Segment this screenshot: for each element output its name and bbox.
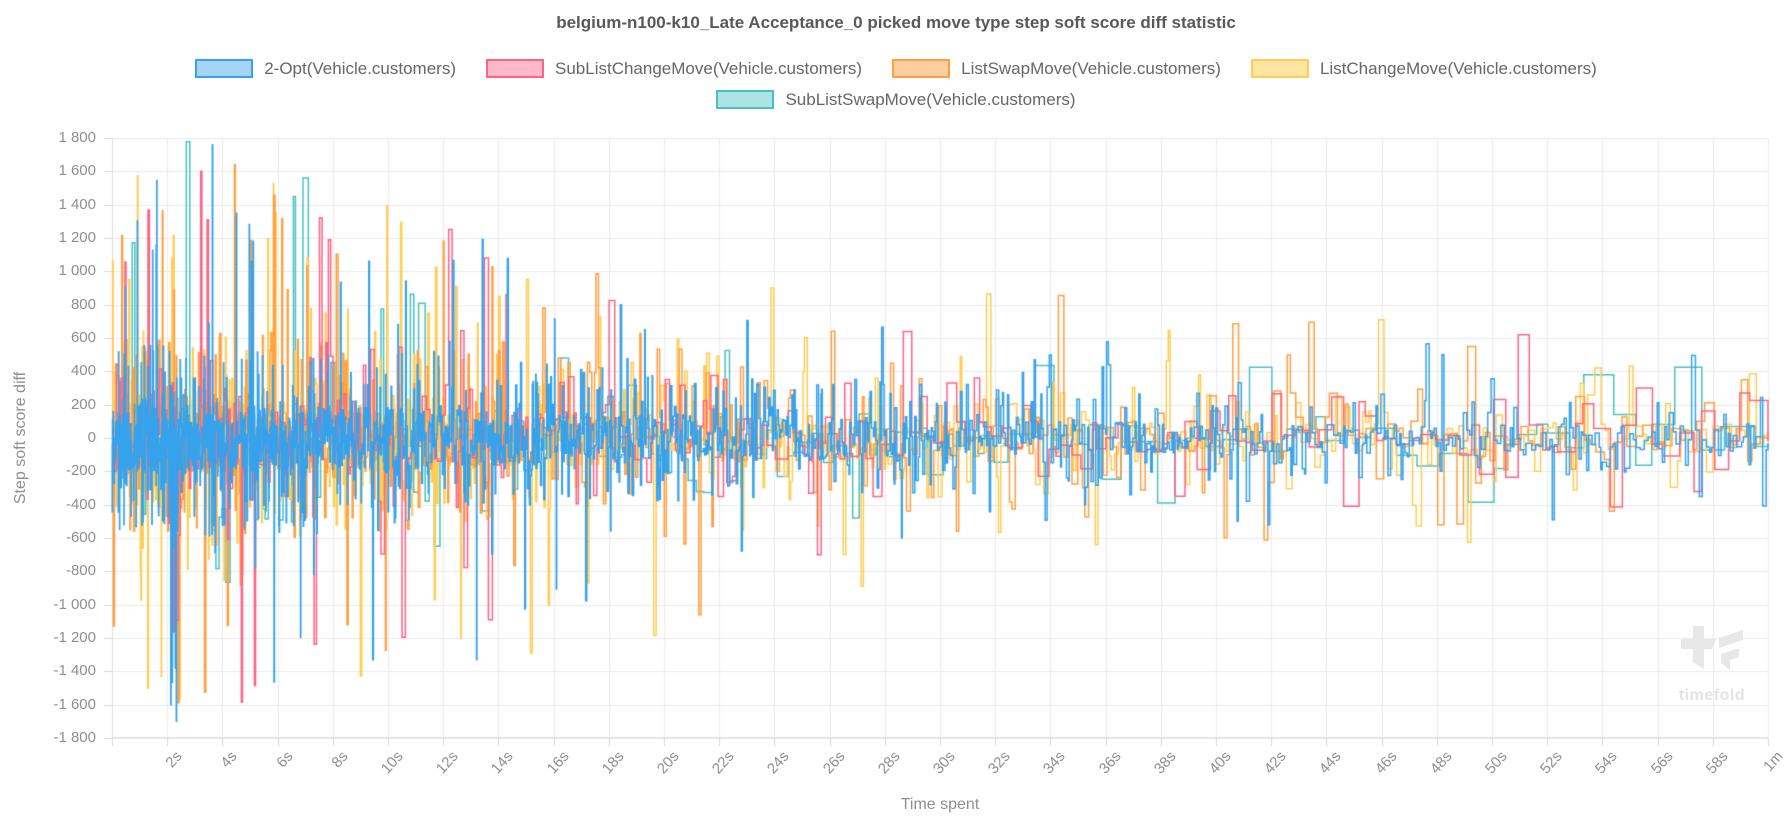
x-tick-label: 46s (1371, 748, 1401, 778)
x-tick-label: 52s (1537, 748, 1566, 778)
y-tick-label: 200 (70, 395, 96, 413)
y-tick-label: 0 (87, 429, 96, 446)
legend-item-sublistchangemove[interactable]: SubListChangeMove(Vehicle.customers) (486, 59, 862, 79)
legend-label: 2-Opt(Vehicle.customers) (264, 58, 456, 78)
y-tick-label: -400 (65, 495, 96, 513)
legend: 2-Opt(Vehicle.customers) SubListChangeMov… (0, 53, 1792, 115)
x-tick-label: 18s (598, 748, 628, 778)
x-tick-label: 44s (1316, 748, 1346, 778)
x-tick-label: 40s (1205, 748, 1235, 778)
x-tick-label: 20s (653, 748, 683, 778)
legend-item-listchangemove[interactable]: ListChangeMove(Vehicle.customers) (1250, 58, 1597, 79)
chart-title: belgium-n100-k10_Late Acceptance_0 picke… (556, 13, 1236, 32)
x-tick-label: 42s (1261, 748, 1290, 778)
x-tick-label: 50s (1481, 748, 1511, 778)
x-tick-label: 58s (1702, 748, 1732, 778)
x-tick-label: 10s (377, 748, 407, 778)
x-tick-label: 12s (433, 748, 462, 778)
y-tick-label: 800 (70, 295, 96, 313)
y-tick-label: -1 400 (53, 662, 96, 680)
y-tick-label: -600 (65, 529, 96, 546)
y-tick-label: -1 600 (53, 695, 96, 713)
y-tick-label: -1 200 (53, 629, 96, 646)
y-tick-label: 1 800 (58, 129, 96, 146)
x-axis-title: Time spent (900, 796, 980, 813)
x-tick-label: 26s (819, 748, 849, 778)
legend-item-2-opt[interactable]: 2-Opt(Vehicle.customers) (195, 59, 456, 79)
y-tick-label: 1 000 (58, 262, 96, 280)
legend-swatch (195, 59, 254, 78)
legend-label: SubListSwapMove(Vehicle.customers) (785, 89, 1076, 109)
x-tick-label: 34s (1040, 748, 1070, 778)
y-tick-label: 1 200 (58, 229, 96, 246)
y-tick-label: -200 (65, 462, 96, 480)
y-tick-label: 600 (70, 329, 96, 346)
x-tick-label: 14s (488, 748, 518, 778)
y-tick-label: -800 (65, 562, 96, 580)
legend-row-1: 2-Opt(Vehicle.customers) SubListChangeMov… (0, 53, 1792, 84)
x-tick-label: 54s (1592, 748, 1622, 778)
y-tick-label: -1 000 (53, 595, 96, 613)
x-tick-label: 22s (709, 748, 738, 778)
legend-swatch (892, 59, 951, 78)
x-tick-label: 56s (1647, 748, 1677, 778)
y-tick-label: -1 800 (53, 729, 96, 746)
x-tick-label: 28s (874, 748, 904, 778)
x-tick-label: 32s (985, 748, 1014, 778)
legend-label: SubListChangeMove(Vehicle.customers) (555, 58, 863, 78)
legend-item-listswapmove[interactable]: ListSwapMove(Vehicle.customers) (892, 59, 1221, 79)
x-tick-label: 30s (929, 748, 959, 778)
x-tick-label: 38s (1150, 748, 1180, 778)
y-tick-label: 400 (70, 362, 96, 380)
y-tick-label: 1 400 (58, 195, 96, 213)
legend-row-2: SubListSwapMove(Vehicle.customers) (0, 84, 1792, 115)
y-tick-label: 1 600 (58, 162, 96, 180)
x-tick-label: 36s (1095, 748, 1125, 778)
x-tick-label: 24s (764, 748, 794, 778)
legend-swatch (486, 59, 544, 78)
x-tick-label: 1m (1760, 748, 1787, 775)
x-tick-label: 48s (1426, 748, 1456, 778)
legend-label: ListChangeMove(Vehicle.customers) (1319, 58, 1597, 78)
legend-swatch (1250, 59, 1309, 78)
legend-label: ListSwapMove(Vehicle.customers) (961, 58, 1221, 78)
plot-area[interactable] (100, 138, 1780, 752)
x-tick-label: 16s (543, 748, 573, 778)
legend-swatch (716, 90, 775, 109)
legend-item-sublistswapmove[interactable]: SubListSwapMove(Vehicle.customers) (716, 89, 1076, 110)
